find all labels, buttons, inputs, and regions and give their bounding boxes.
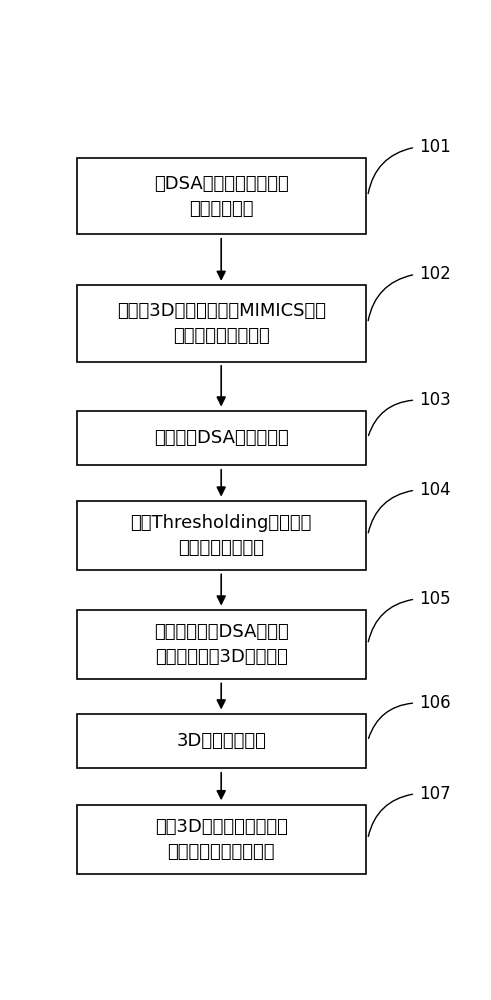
Text: 102: 102 [419, 265, 451, 283]
Bar [77, 411, 366, 465]
Text: 105: 105 [419, 590, 451, 608]
Bar [77, 610, 366, 679]
Text: 104: 104 [419, 481, 451, 499]
Bar [77, 501, 366, 570]
Bar [77, 805, 366, 874]
Text: 103: 103 [419, 391, 451, 409]
Bar [77, 158, 366, 234]
Text: 107: 107 [419, 785, 451, 803]
Text: 106: 106 [419, 694, 451, 712]
Text: 自动提取DSA脑血管数据: 自动提取DSA脑血管数据 [154, 429, 289, 447]
Text: 通过Thresholding的阈值功
能提取模型的类型: 通过Thresholding的阈值功 能提取模型的类型 [131, 514, 312, 557]
Text: 3D模型修剪处理: 3D模型修剪处理 [176, 732, 266, 750]
Text: 经DSA检查获取原始的影
像数据并输出: 经DSA检查获取原始的影 像数据并输出 [154, 175, 289, 218]
Text: 导入到3D模型重建系统MIMICS中，
实现脑血管数据重建: 导入到3D模型重建系统MIMICS中， 实现脑血管数据重建 [117, 302, 326, 345]
Text: 通过3D打印机打印制作脑
血管和颅内动脉瘤模型: 通过3D打印机打印制作脑 血管和颅内动脉瘤模型 [155, 818, 288, 861]
Text: 选定好需要的DSA脑血管
数据模型进行3D模型创建: 选定好需要的DSA脑血管 数据模型进行3D模型创建 [154, 623, 289, 666]
Text: 101: 101 [419, 138, 451, 156]
Bar [77, 714, 366, 768]
Bar [77, 285, 366, 362]
